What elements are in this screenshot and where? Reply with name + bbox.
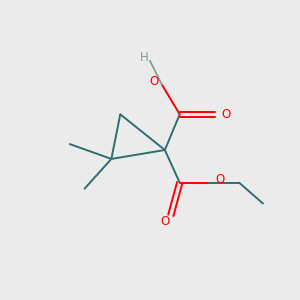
Text: O: O [160,215,170,228]
Text: O: O [150,75,159,88]
Text: O: O [215,173,224,186]
Text: O: O [221,108,230,121]
Text: H: H [140,51,148,64]
